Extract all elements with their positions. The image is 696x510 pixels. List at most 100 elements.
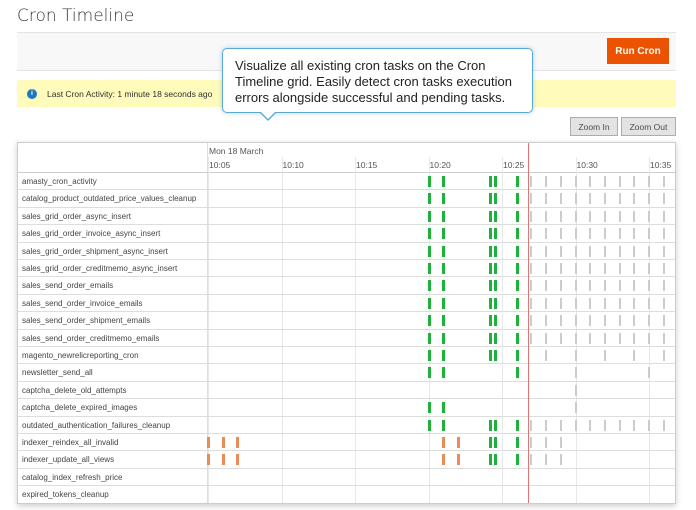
success-task-mark[interactable] <box>442 315 446 327</box>
success-task-mark[interactable] <box>493 297 497 309</box>
pending-task-mark[interactable] <box>589 419 592 431</box>
pending-task-mark[interactable] <box>545 454 548 466</box>
success-task-mark[interactable] <box>442 350 446 361</box>
success-task-mark[interactable] <box>488 419 492 431</box>
success-task-mark[interactable] <box>493 419 497 431</box>
pending-task-mark[interactable] <box>574 263 577 274</box>
pending-task-mark[interactable] <box>545 263 548 274</box>
success-task-mark[interactable] <box>488 210 492 222</box>
success-task-mark[interactable] <box>493 315 497 327</box>
pending-task-mark[interactable] <box>603 245 606 257</box>
pending-task-mark[interactable] <box>559 210 562 222</box>
pending-task-mark[interactable] <box>618 245 621 257</box>
pending-task-mark[interactable] <box>648 263 650 274</box>
success-task-mark[interactable] <box>427 176 431 187</box>
pending-task-mark[interactable] <box>530 437 533 448</box>
pending-task-mark[interactable] <box>603 228 606 240</box>
pending-task-mark[interactable] <box>618 210 621 222</box>
pending-task-mark[interactable] <box>559 263 562 274</box>
pending-task-mark[interactable] <box>633 419 636 431</box>
success-task-mark[interactable] <box>427 419 431 431</box>
success-task-mark[interactable] <box>493 280 497 292</box>
pending-task-mark[interactable] <box>574 332 577 344</box>
success-task-mark[interactable] <box>427 297 431 309</box>
success-task-mark[interactable] <box>515 367 519 379</box>
pending-task-mark[interactable] <box>545 419 548 431</box>
pending-task-mark[interactable] <box>574 350 577 361</box>
success-task-mark[interactable] <box>488 454 492 466</box>
success-task-mark[interactable] <box>488 176 492 187</box>
pending-task-mark[interactable] <box>662 193 665 205</box>
pending-task-mark[interactable] <box>559 228 562 240</box>
success-task-mark[interactable] <box>488 280 492 292</box>
pending-task-mark[interactable] <box>545 437 548 448</box>
error-task-mark[interactable] <box>207 454 210 466</box>
pending-task-mark[interactable] <box>559 176 562 187</box>
error-task-mark[interactable] <box>456 454 460 466</box>
success-task-mark[interactable] <box>442 367 446 379</box>
pending-task-mark[interactable] <box>662 332 665 344</box>
pending-task-mark[interactable] <box>545 228 548 240</box>
pending-task-mark[interactable] <box>589 193 592 205</box>
success-task-mark[interactable] <box>515 228 519 240</box>
error-task-mark[interactable] <box>221 454 225 466</box>
pending-task-mark[interactable] <box>574 402 577 414</box>
pending-task-mark[interactable] <box>618 193 621 205</box>
pending-task-mark[interactable] <box>648 332 650 344</box>
success-task-mark[interactable] <box>493 350 497 361</box>
success-task-mark[interactable] <box>427 228 431 240</box>
success-task-mark[interactable] <box>427 315 431 327</box>
error-task-mark[interactable] <box>221 437 225 448</box>
success-task-mark[interactable] <box>488 297 492 309</box>
pending-task-mark[interactable] <box>574 384 577 396</box>
pending-task-mark[interactable] <box>648 245 650 257</box>
success-task-mark[interactable] <box>515 419 519 431</box>
zoom-out-button[interactable]: Zoom Out <box>621 117 676 136</box>
pending-task-mark[interactable] <box>574 280 577 292</box>
success-task-mark[interactable] <box>515 176 519 187</box>
success-task-mark[interactable] <box>442 419 446 431</box>
success-task-mark[interactable] <box>488 332 492 344</box>
success-task-mark[interactable] <box>442 176 446 187</box>
pending-task-mark[interactable] <box>662 315 665 327</box>
pending-task-mark[interactable] <box>530 315 533 327</box>
pending-task-mark[interactable] <box>545 332 548 344</box>
success-task-mark[interactable] <box>442 210 446 222</box>
success-task-mark[interactable] <box>442 297 446 309</box>
pending-task-mark[interactable] <box>633 176 636 187</box>
pending-task-mark[interactable] <box>545 280 548 292</box>
pending-task-mark[interactable] <box>574 193 577 205</box>
pending-task-mark[interactable] <box>603 280 606 292</box>
pending-task-mark[interactable] <box>545 297 548 309</box>
success-task-mark[interactable] <box>493 176 497 187</box>
success-task-mark[interactable] <box>488 315 492 327</box>
success-task-mark[interactable] <box>515 315 519 327</box>
success-task-mark[interactable] <box>427 367 431 379</box>
pending-task-mark[interactable] <box>633 245 636 257</box>
success-task-mark[interactable] <box>427 332 431 344</box>
pending-task-mark[interactable] <box>559 193 562 205</box>
pending-task-mark[interactable] <box>618 315 621 327</box>
pending-task-mark[interactable] <box>603 332 606 344</box>
pending-task-mark[interactable] <box>648 315 650 327</box>
pending-task-mark[interactable] <box>589 315 592 327</box>
error-task-mark[interactable] <box>236 454 240 466</box>
success-task-mark[interactable] <box>427 193 431 205</box>
pending-task-mark[interactable] <box>648 419 650 431</box>
success-task-mark[interactable] <box>515 245 519 257</box>
error-task-mark[interactable] <box>456 437 460 448</box>
pending-task-mark[interactable] <box>530 419 533 431</box>
pending-task-mark[interactable] <box>603 419 606 431</box>
pending-task-mark[interactable] <box>662 297 665 309</box>
pending-task-mark[interactable] <box>545 315 548 327</box>
pending-task-mark[interactable] <box>574 245 577 257</box>
success-task-mark[interactable] <box>442 402 446 414</box>
success-task-mark[interactable] <box>488 228 492 240</box>
pending-task-mark[interactable] <box>559 437 562 448</box>
pending-task-mark[interactable] <box>648 228 650 240</box>
pending-task-mark[interactable] <box>530 176 533 187</box>
pending-task-mark[interactable] <box>589 228 592 240</box>
success-task-mark[interactable] <box>515 297 519 309</box>
pending-task-mark[interactable] <box>574 419 577 431</box>
pending-task-mark[interactable] <box>545 193 548 205</box>
